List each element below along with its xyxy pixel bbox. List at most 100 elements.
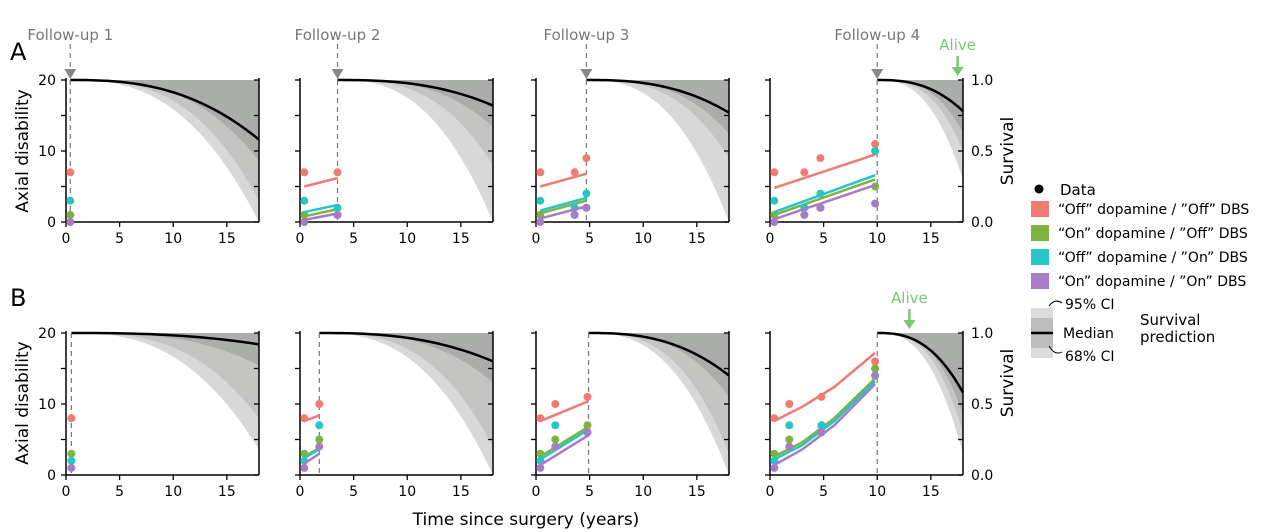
fit-line [303,448,320,460]
data-point [583,428,592,437]
x-tick-label: 0 [532,484,541,500]
data-point [66,210,75,219]
data-point [871,139,880,148]
x-tick-label: 0 [62,231,71,247]
x-tick-label: 10 [634,231,652,247]
fit-line [539,199,587,215]
x-tick-label: 0 [766,231,775,247]
survival-median-line [319,331,494,363]
alive-arrow-head [951,67,964,76]
y2-tick-label: 1.0 [971,73,993,89]
fit-line [303,176,338,188]
data-point [536,218,545,226]
legend-ci95-pointer [1048,300,1063,307]
data-point [315,400,324,408]
data-point [570,168,579,177]
data-point [582,154,591,163]
data-point [770,463,779,472]
legend-survival-label: Survival [1140,311,1200,329]
legend-label-off-on: “Off” dopamine / ”On” DBS [1058,250,1248,266]
y2-tick-label: 1.0 [971,326,993,342]
follow-up-title: Follow-up 1 [27,26,113,44]
fit-line [539,205,587,220]
data-point [800,168,809,177]
x-tick-label: 15 [688,231,706,247]
data-point [770,196,779,205]
legend-data-dot [1034,184,1044,194]
x-tick-label: 5 [819,484,828,500]
data-point [300,414,309,423]
x-tick-label: 15 [922,231,940,247]
data-point [583,392,592,401]
data-point [785,442,794,451]
x-tick-label: 5 [349,231,358,247]
legend-swatch-on-off [1031,225,1049,241]
x-tick-label: 0 [296,484,305,500]
data-point [816,154,825,163]
x-tick-label: 15 [218,484,236,500]
x-tick-label: 15 [688,484,706,500]
data-point [300,218,309,226]
fit-line [539,400,590,423]
x-tick-label: 15 [452,484,470,500]
survival-median-line [70,78,260,141]
data-point [570,210,579,219]
data-point [315,435,324,444]
alive-arrow-head [903,320,916,329]
data-point [871,147,880,155]
fit-line [773,183,876,221]
survival-median-line [877,78,964,113]
survival-inner-band [877,80,963,133]
panel-b-3: 0 5 10 15 [531,331,730,500]
y2-tick-label: 0.0 [971,468,993,484]
fit-line [773,153,876,190]
legend: Data “Off” dopamine / ”Off” DBS “On” dop… [1031,181,1249,365]
x-tick-label: 15 [922,484,940,500]
data-point [551,435,560,444]
data-point [536,449,545,458]
survival-inner-band [586,80,729,134]
legend-prediction-label: prediction [1140,328,1215,346]
data-point [66,196,75,205]
panel-b-2: 0 5 10 15 [295,331,494,500]
legend-label-on-on: “On” dopamine / ”On” DBS [1058,274,1246,290]
data-point [551,421,560,430]
data-point [583,421,592,430]
row-label-a: A [10,38,27,66]
legend-ci68-label: 68% CI [1065,349,1114,365]
legend-swatch-off-off [1031,201,1049,217]
data-point [551,442,560,451]
legend-ci68-pointer [1048,345,1063,354]
data-point [67,463,76,472]
y2-tick-label: 0.0 [971,215,993,231]
x-tick-label: 10 [868,231,886,247]
data-point [551,400,560,408]
x-tick-label: 15 [218,231,236,247]
legend-label-on-off: “On” dopamine / ”Off” DBS [1058,226,1248,242]
x-tick-label: 5 [819,231,828,247]
follow-up-title: Follow-up 2 [295,26,381,44]
fit-line [539,434,590,467]
data-point [66,168,75,177]
follow-up-title: Follow-up 3 [543,26,629,44]
data-point [66,218,75,226]
data-point [582,203,591,212]
data-point [67,456,76,465]
y2-tick-label: 0.5 [971,397,993,413]
follow-up-marker [331,69,344,79]
follow-up-title: Follow-up 4 [834,26,920,44]
data-point [315,421,324,430]
x-tick-label: 0 [62,484,71,500]
data-point [871,371,880,380]
data-point [800,210,809,219]
fit-line [773,351,876,423]
survival-inner-band [70,80,260,161]
data-point [536,463,545,472]
survival-ci68-band [337,80,493,166]
data-point [300,168,309,177]
data-point [871,199,880,208]
x-tick-label: 5 [115,231,124,247]
x-tick-label: 0 [296,231,305,247]
